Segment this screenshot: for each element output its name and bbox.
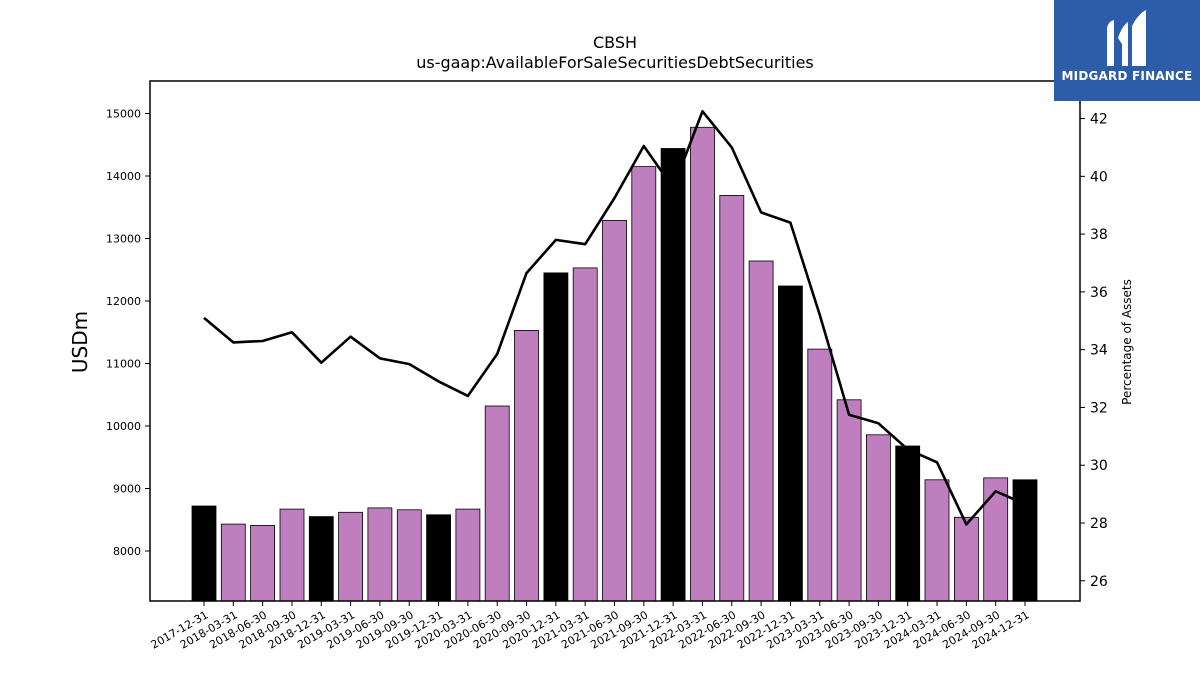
y2-tick-label: 26	[1090, 574, 1108, 590]
brand-logo: MIDGARD FINANCE	[1054, 0, 1200, 101]
bars-group	[191, 126, 1038, 602]
bar-2020-12-31	[543, 272, 569, 602]
chart-subtitle: us-gaap:AvailableForSaleSecuritiesDebtSe…	[416, 53, 814, 72]
y-tick-label: 14000	[106, 170, 141, 183]
bar-2020-06-30	[484, 405, 510, 602]
y-tick-label: 13000	[106, 233, 141, 246]
bar-2023-06-30	[836, 399, 862, 602]
bar-2018-12-31	[308, 516, 334, 602]
bar-2021-12-31	[660, 148, 686, 602]
y2-tick-label: 28	[1090, 516, 1108, 532]
bar-2022-06-30	[719, 194, 745, 602]
y2-tick-label: 30	[1090, 458, 1108, 474]
y-tick-label: 12000	[106, 295, 141, 308]
bar-2021-09-30	[631, 166, 657, 602]
y2-tick-label: 32	[1090, 400, 1108, 416]
bar-2019-12-31	[426, 514, 452, 602]
y2-tick-label: 40	[1090, 169, 1108, 185]
bar-2023-12-31	[895, 445, 921, 602]
y2-tick-label: 38	[1090, 227, 1108, 243]
bar-2023-03-31	[807, 348, 833, 602]
bar-2020-09-30	[514, 329, 539, 602]
y-axis-label: USDm	[68, 311, 92, 373]
y2-tick-label: 36	[1090, 285, 1108, 301]
y-tick-label: 8000	[113, 545, 141, 558]
y-tick-label: 15000	[106, 108, 141, 121]
y2-axis-label: Percentage of Assets	[1120, 279, 1134, 405]
bar-2021-06-30	[602, 219, 627, 602]
bar-2022-03-31	[690, 126, 715, 602]
bar-2017-12-31	[191, 505, 217, 602]
bar-2022-12-31	[778, 285, 803, 602]
y-tick-label: 11000	[106, 358, 141, 371]
bar-2018-09-30	[279, 508, 305, 602]
chart-title: CBSH	[593, 33, 637, 52]
bar-2024-06-30	[954, 516, 979, 602]
y-tick-label: 10000	[106, 420, 141, 433]
line-layer	[203, 110, 1026, 526]
brand-name: MIDGARD FINANCE	[1061, 69, 1193, 83]
bar-2022-09-30	[748, 260, 774, 602]
percentage-line	[203, 110, 1026, 526]
bar-2019-09-30	[396, 509, 422, 602]
y2-tick-label: 42	[1090, 112, 1108, 128]
bar-2019-03-31	[338, 511, 364, 602]
y2-tick-label: 34	[1090, 343, 1108, 359]
bar-2024-09-30	[983, 477, 1009, 602]
bar-2019-06-30	[367, 507, 393, 602]
bar-2023-09-30	[866, 434, 891, 602]
bar-2020-03-31	[455, 508, 481, 602]
bar-2024-12-31	[1012, 479, 1038, 602]
y-tick-label: 9000	[113, 483, 141, 496]
bar-2018-03-31	[220, 523, 246, 602]
bar-2018-06-30	[250, 525, 276, 602]
bar-2021-03-31	[572, 267, 598, 602]
bar-2024-03-31	[924, 479, 950, 602]
logo-mark-icon	[1107, 10, 1146, 66]
